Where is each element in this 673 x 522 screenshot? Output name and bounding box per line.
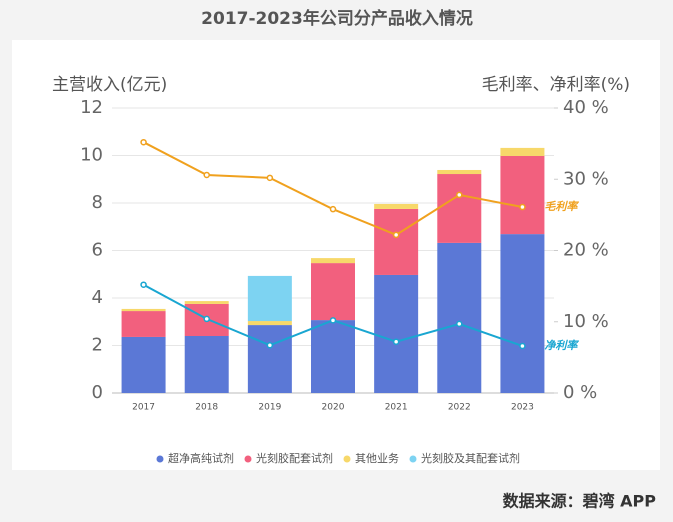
y2-tick-label: 20 % <box>563 240 609 261</box>
line-point <box>392 231 400 239</box>
bar-segment <box>374 274 419 393</box>
bar-segment <box>500 147 545 156</box>
y-tick-label: 10 <box>80 145 103 166</box>
legend-swatch <box>156 455 164 463</box>
bar-segment <box>247 325 292 393</box>
legend-swatch <box>409 455 417 463</box>
legend-label: 光刻胶及其配套试剂 <box>421 451 520 465</box>
line-point <box>140 138 147 146</box>
x-tick-label: 2019 <box>258 403 281 413</box>
line-point <box>329 317 337 324</box>
legend-label: 光刻胶配套试剂 <box>256 451 333 465</box>
line-point <box>456 191 463 199</box>
y2-tick-label: 10 % <box>563 311 609 332</box>
bar-segment <box>184 336 229 393</box>
y2-tick-label: 30 % <box>563 168 609 189</box>
bar-segment <box>437 242 482 393</box>
x-tick-label: 2020 <box>322 403 345 413</box>
panel <box>12 40 660 470</box>
bar-segment <box>247 275 292 322</box>
line-point <box>140 281 147 288</box>
bar-segment <box>247 321 292 326</box>
line-point <box>329 205 337 213</box>
bar-segment <box>374 203 419 209</box>
x-tick-label: 2022 <box>448 403 471 413</box>
y2-axis-label: 毛利率、净利率(%) <box>482 75 630 95</box>
line-point <box>266 174 274 182</box>
x-tick-label: 2023 <box>511 403 534 413</box>
bar-segment <box>121 336 166 393</box>
x-tick-label: 2021 <box>385 403 408 413</box>
bar-segment <box>437 169 482 175</box>
line-point <box>203 171 210 179</box>
y2-tick-label: 40 % <box>563 97 609 118</box>
line-point <box>392 338 400 345</box>
bar-segment <box>500 234 545 393</box>
legend-label: 其他业务 <box>355 452 399 465</box>
bar-segment <box>500 155 545 235</box>
y-tick-label: 0 <box>92 382 103 403</box>
bar-segment <box>311 320 355 393</box>
y-tick-label: 12 <box>80 97 103 118</box>
y-tick-label: 6 <box>92 240 103 261</box>
legend-swatch <box>343 455 351 463</box>
source: 数据来源：碧湾 APP <box>503 492 657 511</box>
line-label: 毛利率 <box>544 200 579 213</box>
x-tick-label: 2017 <box>132 403 155 413</box>
y2-tick-label: 0 % <box>563 382 597 403</box>
line-point <box>519 203 526 211</box>
legend-swatch <box>244 455 252 463</box>
y-tick-label: 2 <box>92 335 103 356</box>
y-axis-label: 主营收入(亿元) <box>52 75 167 95</box>
bar-segment <box>121 308 166 312</box>
y-tick-label: 8 <box>92 192 103 213</box>
bar-segment <box>437 174 482 243</box>
bar-segment <box>311 258 355 264</box>
bar-segment <box>121 311 166 337</box>
line-point <box>203 315 210 323</box>
bar-segment <box>311 263 355 321</box>
legend-label: 超净高纯试剂 <box>168 451 234 465</box>
line-label: 净利率 <box>544 339 579 352</box>
y-tick-label: 4 <box>92 287 103 308</box>
line-point <box>266 342 274 349</box>
bar-segment <box>374 208 419 275</box>
line-point <box>519 342 526 350</box>
line-point <box>456 320 463 328</box>
bar-segment <box>184 301 229 304</box>
chart-title: 2017-2023年公司分产品收入情况 <box>201 8 473 29</box>
x-tick-label: 2018 <box>195 403 218 413</box>
